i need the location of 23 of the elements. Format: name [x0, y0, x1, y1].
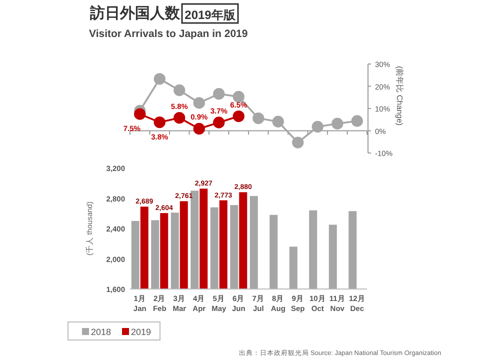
chart-title: 訪日外国人数 — [89, 4, 181, 22]
point — [174, 84, 186, 96]
point — [193, 122, 205, 135]
text: 2019年版 — [184, 8, 236, 22]
point — [174, 112, 186, 124]
point — [154, 116, 166, 128]
point — [272, 116, 284, 128]
legend-label: 2019 — [131, 327, 152, 337]
point — [213, 88, 225, 100]
point — [134, 108, 146, 120]
point — [252, 112, 264, 124]
point — [232, 110, 244, 122]
point — [213, 116, 225, 128]
point — [351, 115, 363, 127]
legend-label: 2018 — [91, 327, 112, 337]
point — [332, 118, 344, 130]
chart-subtitle: Visitor Arrivals to Japan in 2019 — [89, 28, 248, 40]
y-axis-title: (前年比 Change) — [395, 66, 404, 126]
point — [193, 97, 205, 109]
point — [232, 90, 244, 103]
point — [312, 120, 324, 133]
point — [154, 73, 166, 85]
point — [292, 136, 304, 148]
